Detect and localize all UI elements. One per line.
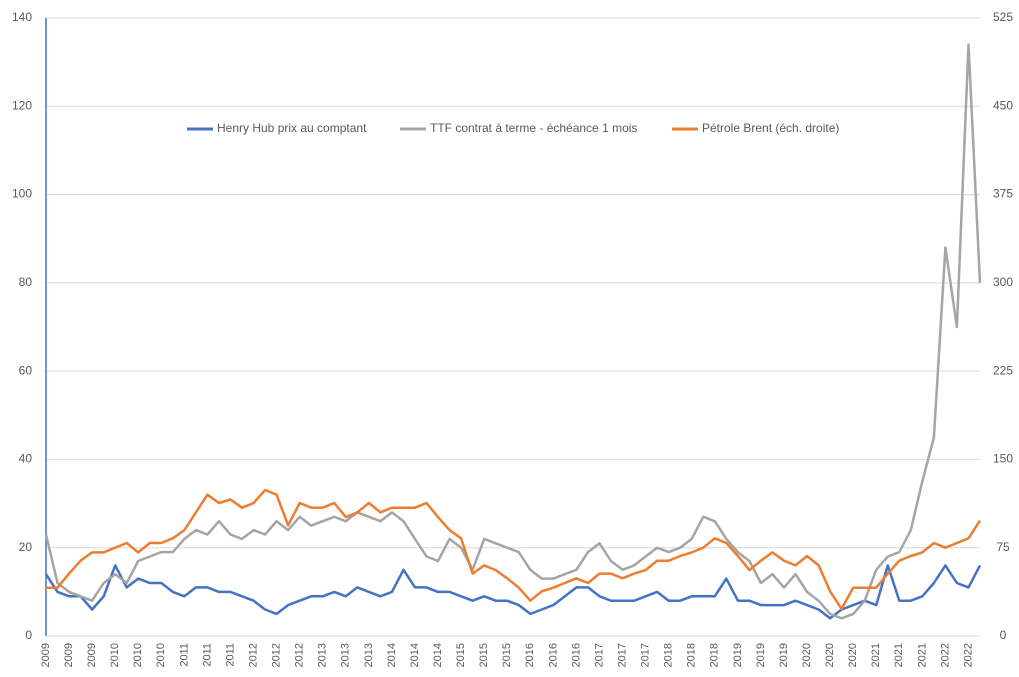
x-tick-label: 2013	[317, 643, 329, 667]
x-tick-label: 2010	[109, 643, 121, 667]
y-tick-label: 120	[12, 98, 32, 112]
y-tick-label: 140	[12, 10, 32, 24]
x-tick-label: 2014	[386, 643, 398, 667]
x-tick-label: 2012	[294, 643, 306, 667]
x-tick-label: 2013	[363, 643, 375, 667]
x-tick-label: 2016	[524, 643, 536, 667]
x-tick-label: 2011	[201, 643, 213, 667]
legend-label: Pétrole Brent (éch. droite)	[702, 121, 839, 135]
x-tick-label: 2022	[939, 643, 951, 667]
y2-tick-label: 375	[993, 187, 1013, 201]
y2-tick-label: 225	[993, 363, 1013, 377]
y2-tick-label: 0	[1000, 628, 1007, 642]
series-line	[44, 564, 982, 620]
y2-tick-label: 150	[993, 452, 1013, 466]
x-tick-label: 2017	[593, 643, 605, 667]
y-tick-label: 20	[19, 540, 33, 554]
x-tick-label: 2020	[801, 643, 813, 667]
x-tick-label: 2015	[501, 643, 513, 667]
x-tick-label: 2022	[962, 643, 974, 667]
y-tick-label: 100	[12, 187, 32, 201]
x-tick-label: 2021	[893, 643, 905, 667]
x-tick-label: 2018	[709, 643, 721, 667]
x-tick-label: 2011	[178, 643, 190, 667]
y2-tick-label: 450	[993, 98, 1013, 112]
y-tick-label: 60	[19, 363, 33, 377]
x-tick-label: 2021	[870, 643, 882, 667]
y-tick-label: 40	[19, 452, 33, 466]
y-tick-label: 0	[25, 628, 32, 642]
x-tick-label: 2011	[224, 643, 236, 667]
x-tick-label: 2017	[640, 643, 652, 667]
series-line	[46, 488, 982, 611]
x-tick-label: 2019	[732, 643, 744, 667]
x-tick-label: 2009	[40, 643, 52, 667]
x-tick-label: 2017	[616, 643, 628, 667]
x-tick-label: 2015	[478, 643, 490, 667]
x-tick-label: 2014	[409, 643, 421, 667]
series-line	[44, 43, 982, 620]
y-tick-label: 80	[19, 275, 33, 289]
legend-label: TTF contrat à terme - échéance 1 mois	[430, 121, 637, 135]
x-tick-label: 2012	[271, 643, 283, 667]
x-tick-label: 2021	[916, 643, 928, 667]
x-tick-label: 2013	[340, 643, 352, 667]
x-tick-label: 2020	[824, 643, 836, 667]
x-tick-label: 2009	[63, 643, 75, 667]
x-tick-label: 2015	[455, 643, 467, 667]
x-tick-label: 2010	[155, 643, 167, 667]
x-tick-label: 2016	[570, 643, 582, 667]
x-tick-label: 2018	[663, 643, 675, 667]
x-tick-label: 2010	[132, 643, 144, 667]
x-tick-label: 2018	[686, 643, 698, 667]
x-tick-label: 2020	[847, 643, 859, 667]
x-tick-label: 2019	[755, 643, 767, 667]
x-tick-label: 2016	[547, 643, 559, 667]
x-tick-label: 2014	[432, 643, 444, 667]
y2-tick-label: 525	[993, 10, 1013, 24]
y2-tick-label: 75	[996, 540, 1010, 554]
x-tick-label: 2019	[778, 643, 790, 667]
legend-label: Henry Hub prix au comptant	[217, 121, 367, 135]
x-tick-label: 2012	[247, 643, 259, 667]
x-tick-label: 2009	[86, 643, 98, 667]
y2-tick-label: 300	[993, 275, 1013, 289]
